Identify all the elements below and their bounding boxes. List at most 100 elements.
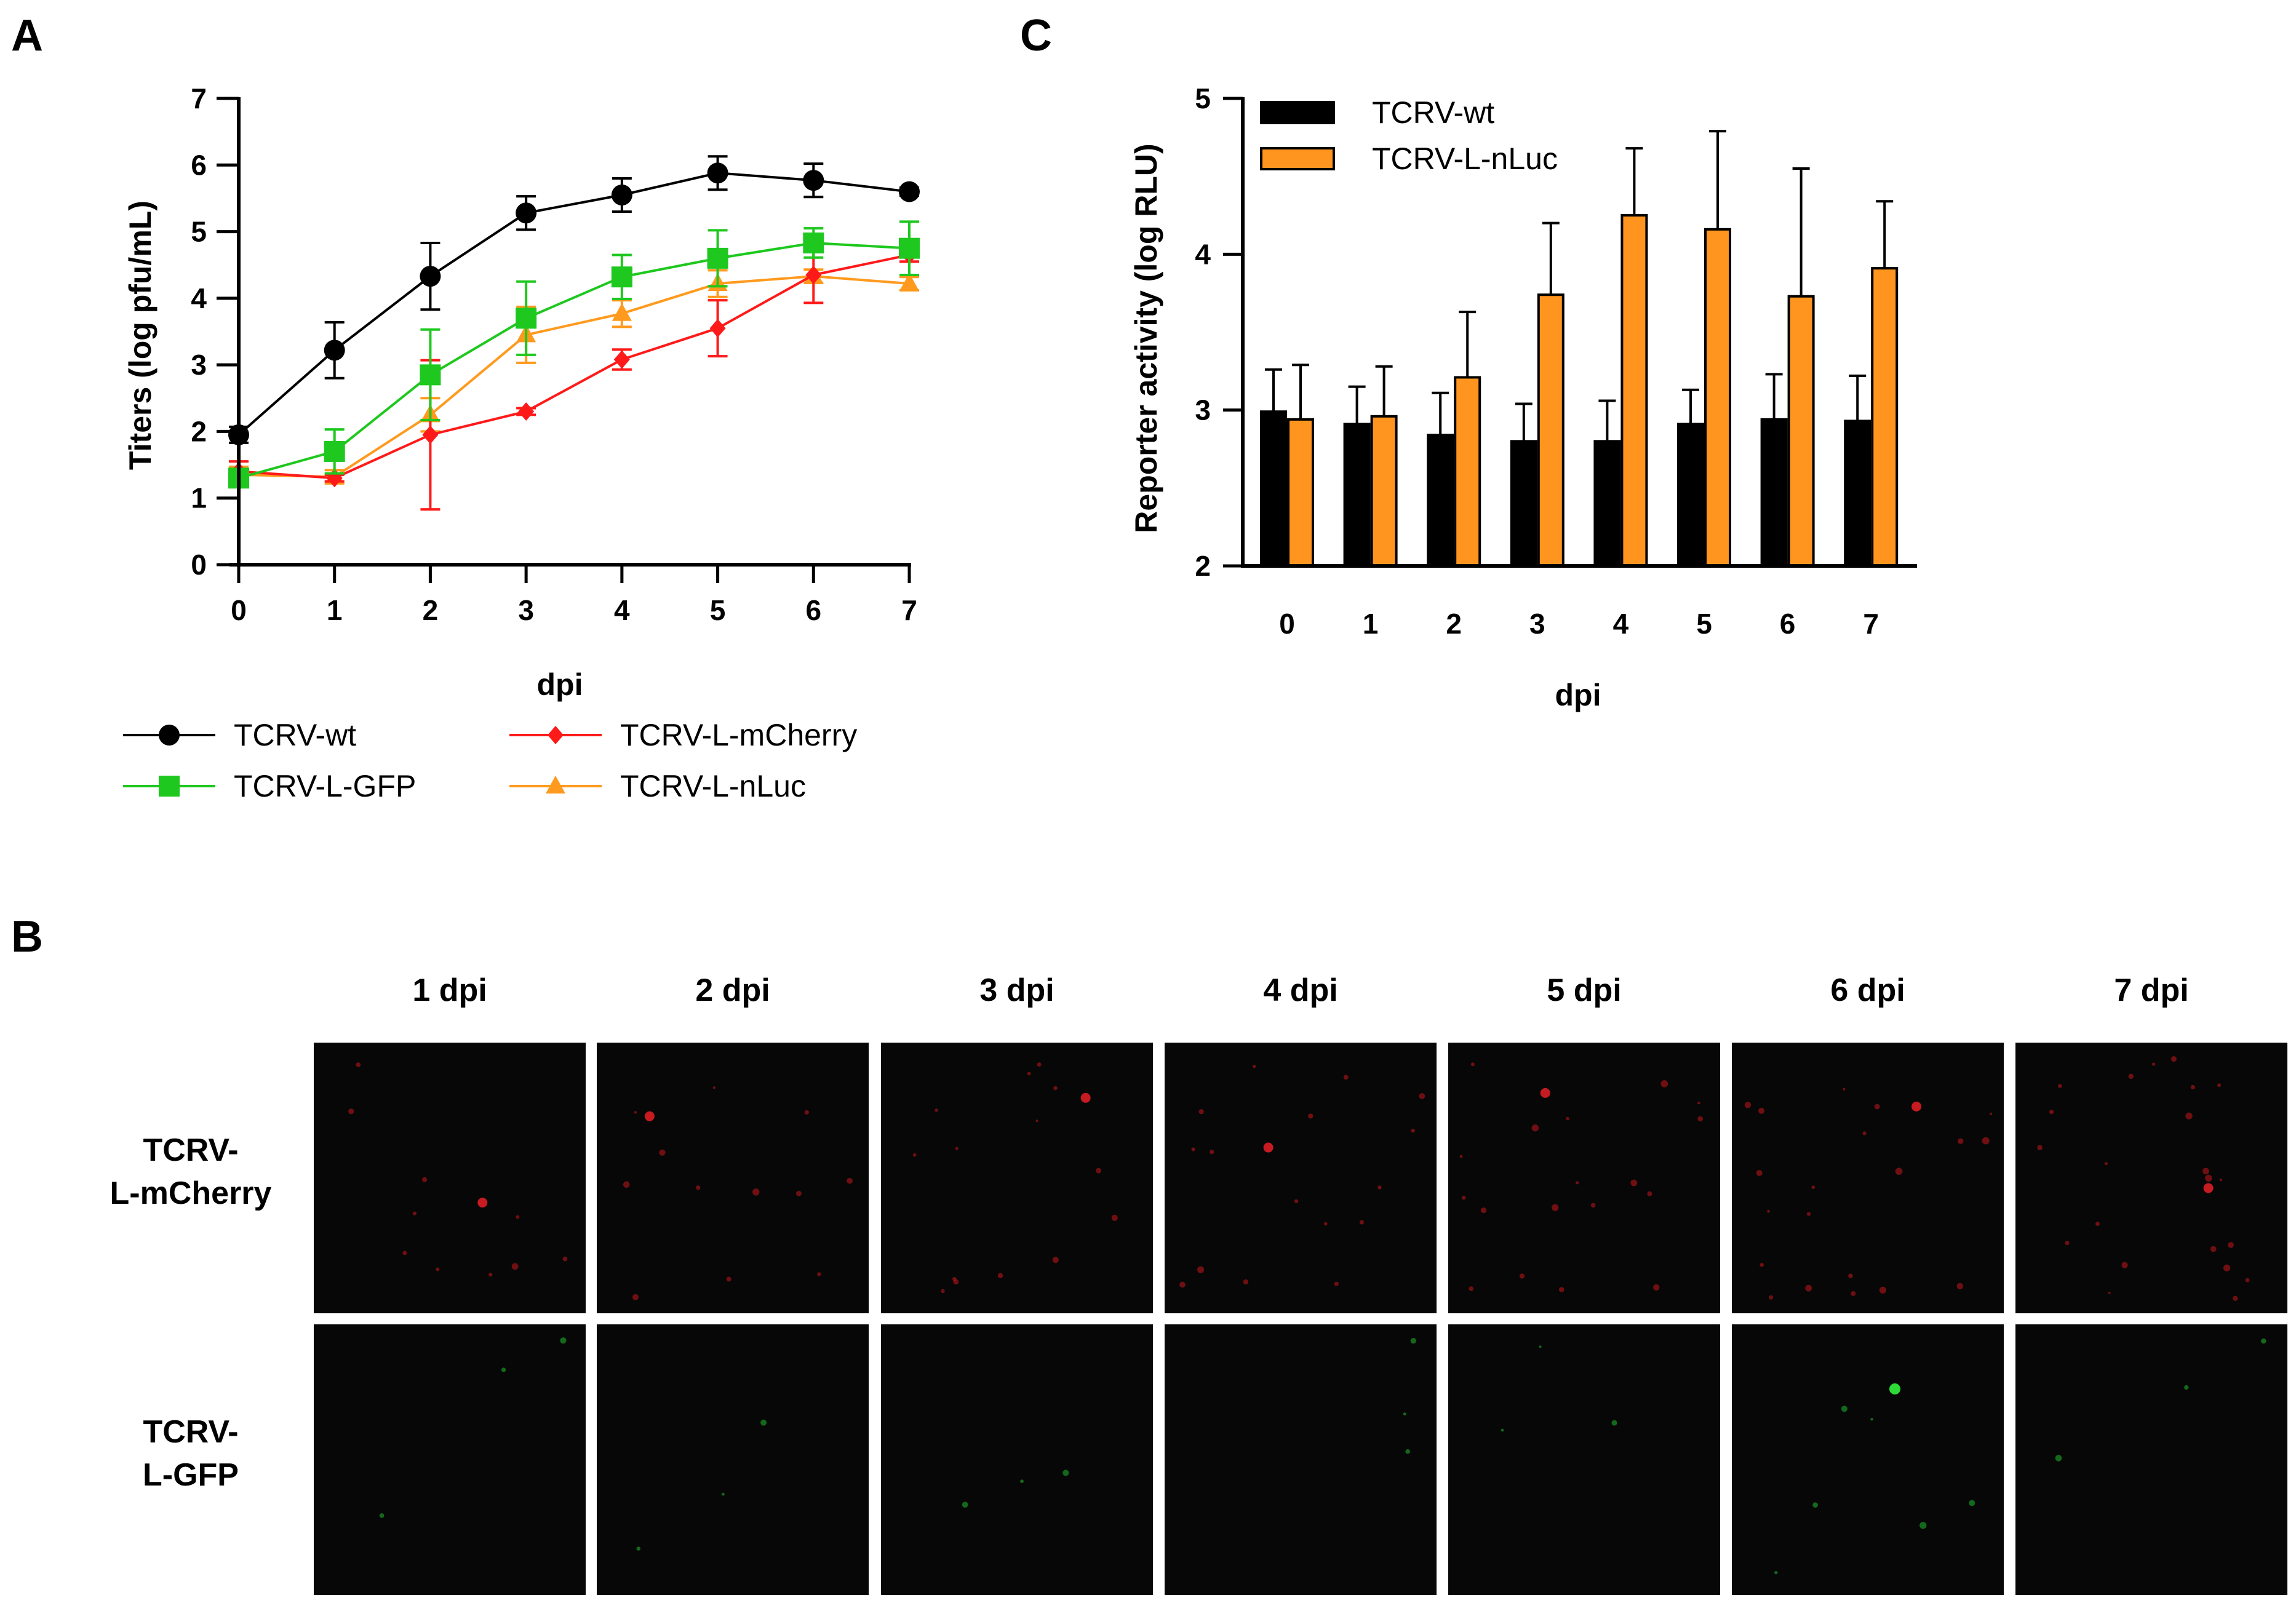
- micrograph-column-label: 6 dpi: [1830, 973, 1905, 1008]
- micrograph-speck: [1806, 1212, 1811, 1216]
- micrograph-bright-cell: [1263, 1142, 1274, 1153]
- chart-a-legend-marker: [159, 776, 180, 797]
- micrograph-speck: [726, 1276, 731, 1282]
- micrograph-speck: [412, 1211, 417, 1215]
- micrograph-bright-cell: [644, 1111, 655, 1121]
- micrograph-speck: [712, 1086, 716, 1089]
- micrograph-speck: [1756, 1169, 1763, 1176]
- micrograph-speck: [488, 1273, 493, 1277]
- micrograph-speck: [1469, 1286, 1474, 1291]
- chart-c-bar: [1427, 434, 1454, 568]
- micrograph-speck: [1812, 1502, 1818, 1508]
- chart-a-ytick-label: 2: [191, 415, 207, 447]
- chart-c-xtick-label: 0: [1279, 608, 1295, 640]
- chart-a-legend-item: TCRV-L-GFP: [123, 769, 416, 803]
- micrograph-speck: [1774, 1570, 1778, 1575]
- micrograph-speck: [1660, 1080, 1668, 1088]
- micrograph-speck: [1841, 1406, 1848, 1412]
- chart-a-xlabel: dpi: [537, 667, 583, 702]
- micrograph-speck: [1769, 1295, 1773, 1300]
- micrograph-speck: [1419, 1093, 1425, 1099]
- micrograph-background: [2015, 1043, 2287, 1313]
- micrograph-speck: [1552, 1204, 1559, 1211]
- chart-a-xtick-label: 3: [518, 594, 534, 626]
- micrograph-background: [597, 1043, 869, 1313]
- chart-a-ylabel: Titers (log pfu/mL): [123, 201, 157, 470]
- chart-c-bar: [1677, 423, 1704, 568]
- chart-a-series-line: [238, 275, 910, 479]
- micrograph-speck: [847, 1177, 853, 1184]
- chart-c-series-tcrv-wt: [1260, 368, 1871, 568]
- micrograph-speck: [2202, 1167, 2209, 1175]
- micrograph-speck: [2185, 1112, 2193, 1120]
- micrograph-speck: [2217, 1083, 2222, 1088]
- micrograph-speck: [1403, 1412, 1406, 1416]
- micrograph-speck: [1461, 1195, 1466, 1200]
- chart-a-point: [899, 273, 919, 292]
- micrograph-column-label: 7 dpi: [2114, 973, 2188, 1008]
- chart-a: 0 1 2 3 4 5 6 7 0 1 2 3 4 5 6 7 dpi Titers (log pfu/mL)…: [123, 82, 920, 803]
- micrograph-bright-cell: [1911, 1101, 1922, 1112]
- micrograph-speck: [2128, 1073, 2134, 1079]
- chart-c-xtick-label: 5: [1696, 608, 1712, 640]
- chart-c-legend-swatch: [1260, 101, 1335, 124]
- chart-a-xtick-label: 4: [614, 594, 630, 626]
- micrograph-speck: [1895, 1167, 1903, 1175]
- chart-a-legend-label: TCRV-wt: [234, 718, 356, 752]
- micrograph-speck: [1805, 1284, 1812, 1292]
- micrograph-speck: [2223, 1264, 2231, 1271]
- micrograph-speck: [2152, 1062, 2156, 1066]
- chart-a-point: [324, 440, 345, 462]
- chart-a-legend-item: TCRV-L-nLuc: [509, 769, 806, 803]
- micrograph-background: [1165, 1043, 1437, 1313]
- micrograph-image: [1448, 1324, 1720, 1595]
- micrograph-bright-cell: [1080, 1092, 1091, 1103]
- chart-a-point: [420, 266, 441, 287]
- micrograph-speck: [1377, 1185, 1382, 1190]
- micrograph-speck: [2219, 1178, 2223, 1182]
- micrograph-speck: [1879, 1286, 1887, 1294]
- micrograph-image: [314, 1324, 586, 1595]
- chart-c-bar: [1260, 410, 1287, 568]
- micrograph-background: [1732, 1043, 2004, 1313]
- micrograph-speck: [1411, 1128, 1415, 1133]
- micrograph-speck: [1191, 1147, 1195, 1152]
- micrograph-speck: [1982, 1137, 1990, 1145]
- micrograph-speck: [1035, 1120, 1038, 1123]
- chart-a-point: [899, 181, 920, 202]
- chart-a-point: [707, 162, 728, 184]
- micrograph-speck: [2245, 1278, 2250, 1283]
- micrograph-speck: [752, 1188, 760, 1196]
- chart-c-xtick-label: 7: [1863, 608, 1879, 640]
- chart-a-series-tcrv-l-gfp: [228, 220, 920, 489]
- micrograph-speck: [1956, 1283, 1963, 1290]
- micrograph-speck: [1990, 1112, 1993, 1115]
- micrograph-speck: [1958, 1138, 1964, 1144]
- micrograph-speck: [1758, 1107, 1765, 1114]
- micrograph-speck: [1576, 1181, 1579, 1185]
- micrograph-background: [1732, 1324, 2004, 1595]
- micrograph-speck: [2049, 1110, 2054, 1115]
- micrograph-speck: [634, 1111, 637, 1114]
- chart-c-bar: [1787, 295, 1815, 567]
- chart-a-point: [518, 402, 535, 421]
- micrograph-image: [1165, 1043, 1437, 1313]
- micrograph-speck: [356, 1062, 361, 1067]
- chart-a-point: [324, 340, 345, 361]
- micrograph-speck: [1697, 1101, 1700, 1105]
- micrograph-image: [1448, 1043, 1720, 1313]
- chart-a-series-tcrv-wt: [228, 155, 920, 445]
- micrograph-speck: [1405, 1449, 1410, 1454]
- micrograph-speck: [511, 1263, 519, 1270]
- micrograph-speck: [1919, 1522, 1927, 1529]
- chart-c-legend-label: TCRV-wt: [1372, 95, 1494, 130]
- micrograph-speck: [2190, 1084, 2195, 1090]
- micrograph-speck: [1611, 1420, 1617, 1426]
- chart-a-xtick-label: 5: [710, 594, 726, 626]
- micrograph-image: [597, 1324, 869, 1595]
- micrograph-speck: [1294, 1199, 1299, 1203]
- micrograph-speck: [2057, 1084, 2062, 1088]
- chart-c: 2 3 4 5 0 1 2 3 4 5 6 7 dpi Reporter activity (log …: [1129, 82, 1917, 712]
- micrograph-speck: [1501, 1428, 1504, 1432]
- micrograph-background: [597, 1324, 869, 1595]
